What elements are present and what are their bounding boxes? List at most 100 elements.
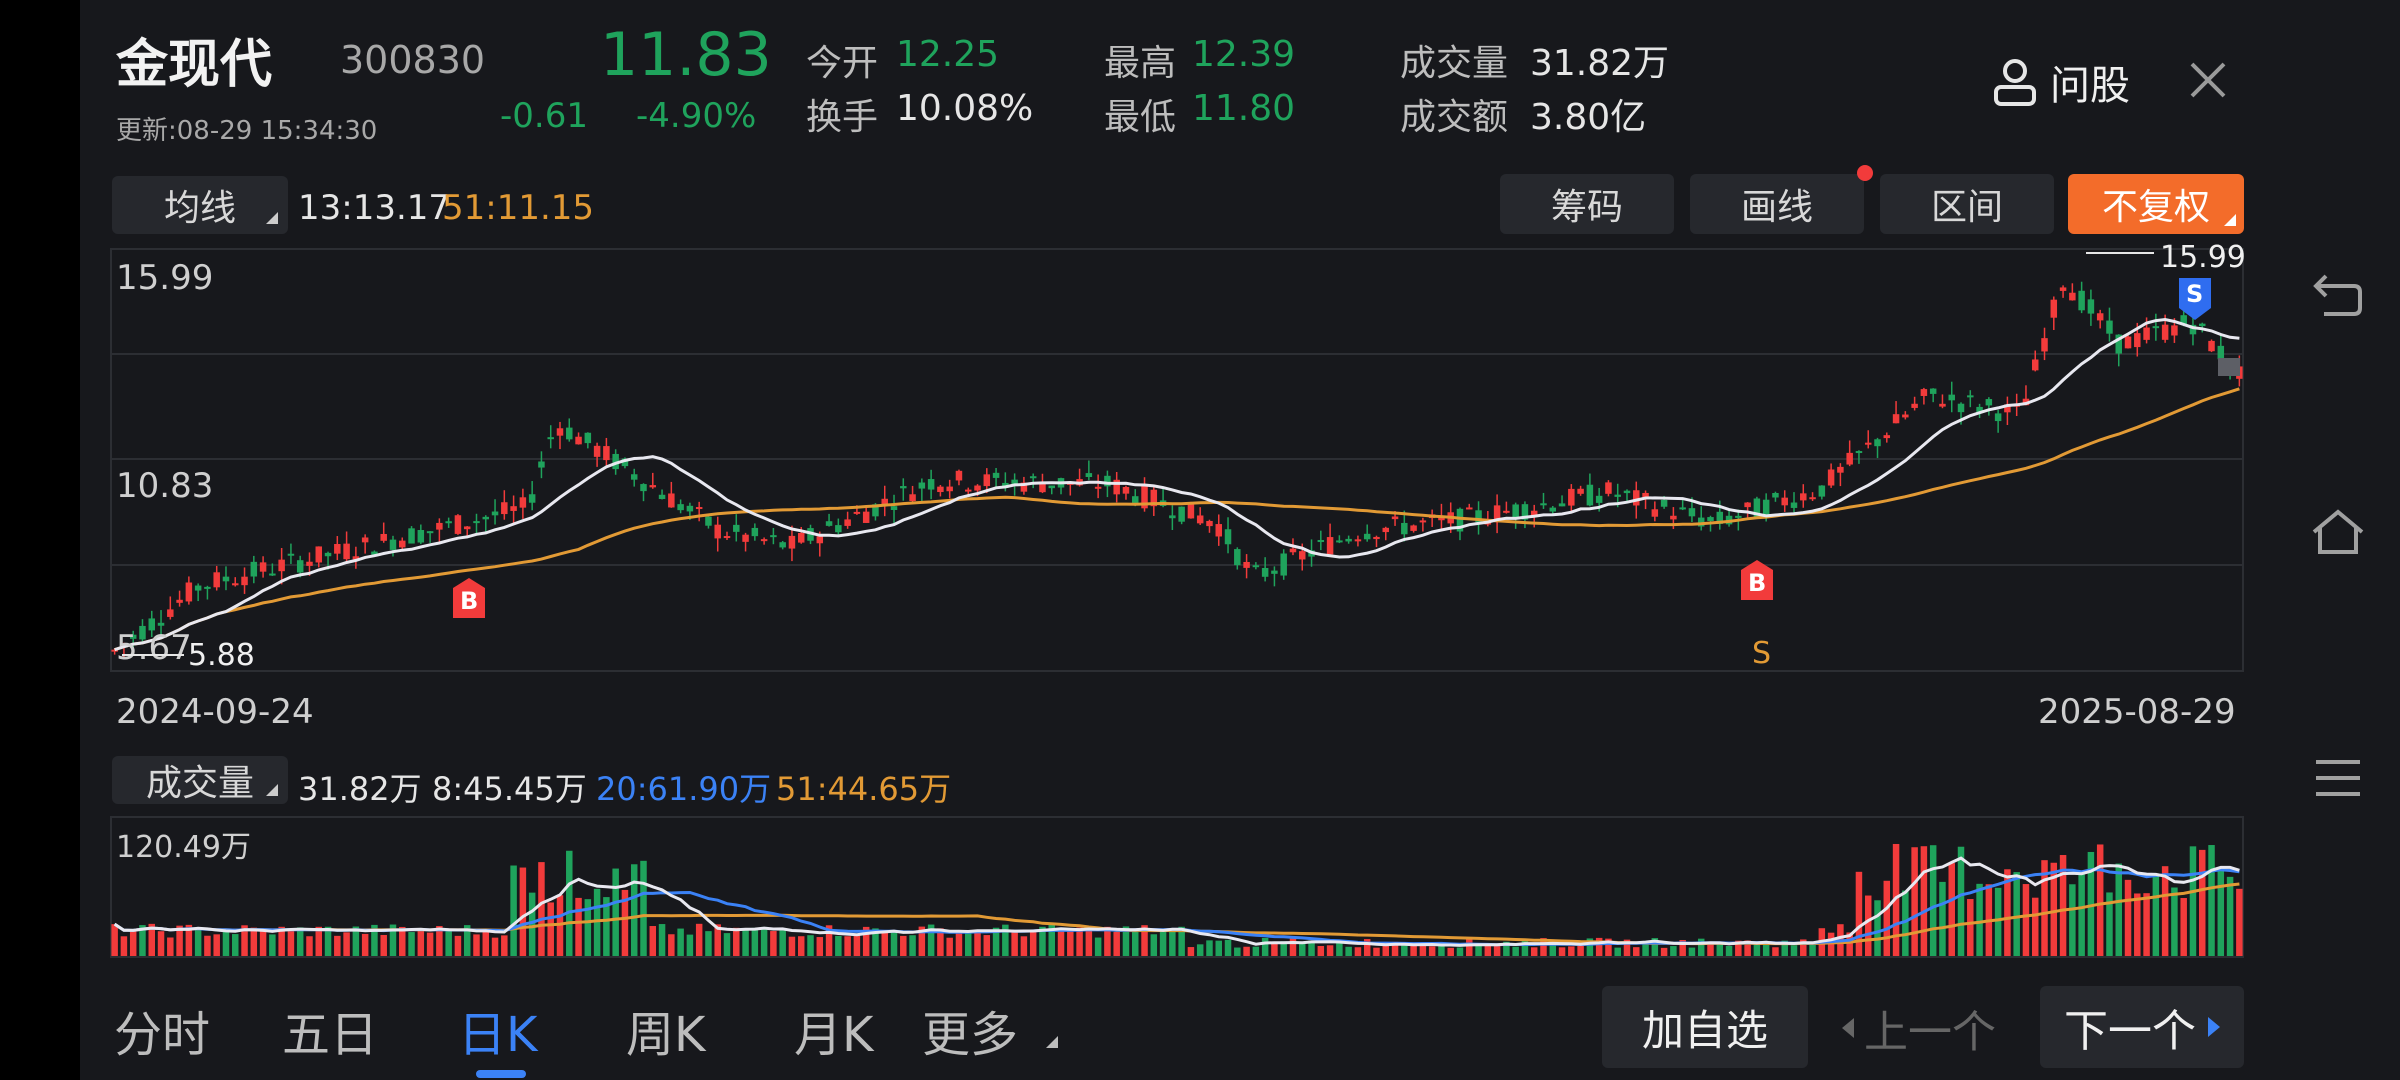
candle [1818,485,1826,497]
volume-bar [1475,944,1482,956]
tab-five-day[interactable]: 五日 [282,1007,379,1063]
volume-bar [983,935,991,956]
volume-bar [2115,863,2122,956]
volume-bar [2161,866,2169,956]
volume-bar [1289,938,1297,956]
tab-weekly-k[interactable]: 周K [626,1007,706,1063]
volume-bar [148,923,155,956]
volume-bar [853,934,861,956]
candle [1595,495,1603,503]
home-icon[interactable] [2310,508,2366,558]
candle [2152,326,2160,329]
volume-bar [1132,930,1139,956]
candle [1326,537,1334,555]
prev-stock-button[interactable]: 上一个 [1842,996,1996,1060]
candle [1196,515,1204,524]
tab-more[interactable]: 更多 [922,1007,1019,1063]
candle [1772,492,1779,498]
volume-bar [408,932,415,956]
min-price-arrow [122,654,184,656]
volume-bar [1104,926,1111,956]
candle [1577,488,1584,494]
candle [1391,516,1399,520]
candle [2208,340,2215,352]
next-stock-button[interactable]: 下一个 [2040,986,2244,1068]
volume-bar [1790,945,1798,956]
volume-bar [779,930,786,956]
volume-bar [1530,947,1538,956]
volume-bar [2152,876,2160,956]
candle [194,585,202,591]
candle [139,625,146,640]
buy-marker[interactable]: B [1738,560,1776,604]
ma-selector[interactable]: 均线 [112,176,288,234]
volume-bar [1039,926,1046,956]
candle [1855,451,1863,454]
volume-bar [964,932,972,956]
volume-bar [519,867,527,956]
candle [575,436,582,445]
tab-intraday[interactable]: 分时 [114,1007,211,1063]
volume-bar [1948,863,1955,956]
volume-bar [473,934,480,956]
candle [844,519,851,526]
volume-bar [566,850,573,956]
volume-chart[interactable]: 120.49万 [110,816,2244,958]
candle [1633,490,1640,506]
amount-label: 成交额 [1400,97,1509,138]
candle [2059,287,2067,291]
volume-bar [1299,942,1306,956]
range-button[interactable]: 区间 [1880,174,2054,234]
volume-selector[interactable]: 成交量 [112,756,288,804]
volume-bar [232,934,239,956]
volume-bar [1809,941,1816,956]
close-icon[interactable] [2188,60,2228,100]
volume-bar [1234,947,1241,956]
candle [964,489,972,492]
back-icon[interactable] [2310,272,2366,322]
buy-marker-label: B [460,587,479,615]
candle [603,446,610,461]
volume-bar [2236,888,2243,956]
tab-daily-k[interactable]: 日K [458,1007,538,1063]
buy-marker[interactable]: B [450,578,488,622]
sell-marker[interactable]: S [2176,276,2214,322]
volume-bar [1976,883,1983,956]
volume-bar [2087,851,2095,956]
open-value: 12.25 [896,34,1000,75]
low-label: 最低 [1104,97,1177,138]
stock-detail-screen: 金现代 300830 11.83 -0.61 -4.90% 更新:08-29 1… [80,0,2400,1080]
volume-bar [1178,926,1185,956]
candle [872,504,879,517]
volume-bar [399,926,406,956]
candle [371,551,378,555]
candle [1029,476,1037,479]
tab-monthly-k[interactable]: 月K [794,1007,874,1063]
max-price-marker: 15.99 [2160,240,2246,275]
candle [241,576,248,586]
volume-bar [1874,900,1881,956]
volume-label: 成交量 [1400,43,1509,84]
update-time: 更新:08-29 15:34:30 [116,116,378,146]
volume-bar [1206,940,1213,956]
candle [2031,359,2039,371]
volume-bar [797,936,805,956]
candle [890,506,898,511]
volume-bar [751,927,759,956]
candle [1104,475,1111,487]
menu-icon[interactable] [2312,756,2364,800]
candle [2124,336,2132,349]
kline-chart[interactable]: 15.99 10.83 5.67 15.99 5.88 B B S S [110,240,2246,673]
candle [1614,494,1621,497]
volume-bar [668,934,675,956]
volume-bar [1308,940,1315,956]
volume-ma8: 8:45.45万 [432,770,587,808]
ask-stock-button[interactable]: 问股 [1992,52,2130,112]
candle [918,482,926,489]
candle [1206,520,1213,527]
draw-line-button[interactable]: 画线 [1690,174,1864,234]
adjust-button[interactable]: 不复权 [2068,174,2244,234]
chips-button[interactable]: 筹码 [1500,174,1674,234]
candle [1642,492,1649,499]
add-watchlist-button[interactable]: 加自选 [1602,986,1808,1068]
